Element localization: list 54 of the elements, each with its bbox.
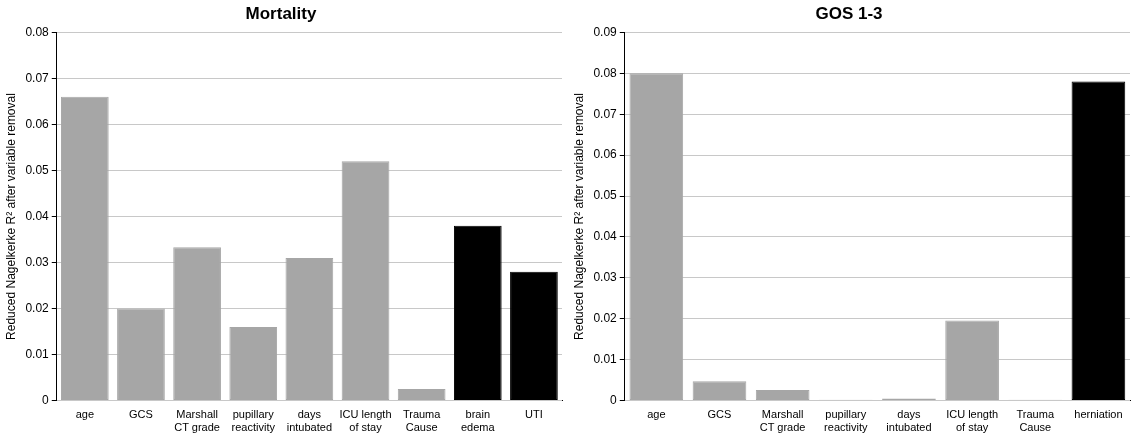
x-tick-label: brain edema: [460, 408, 496, 434]
chart-title: Mortality: [245, 3, 317, 23]
chart-title: GOS 1-3: [815, 3, 883, 23]
bar: [755, 389, 810, 401]
x-tick-label: GCS: [707, 408, 732, 421]
y-tick-label: 0.07: [25, 70, 50, 85]
y-tick-label: 0.02: [25, 300, 50, 315]
bar: [229, 326, 278, 401]
x-tick-label: pupillary reactivity: [231, 408, 276, 434]
y-tick-label: 0: [42, 392, 50, 407]
y-tick-label: 0.03: [25, 254, 50, 269]
bar: [341, 161, 390, 401]
bar: [397, 389, 446, 401]
bar: [945, 320, 999, 401]
bar: [510, 271, 558, 401]
x-tick-label: Trauma Cause: [1016, 408, 1055, 434]
bar: [285, 257, 334, 401]
x-tick-label: pupillary reactivity: [824, 408, 868, 434]
x-tick-label: ICU length of stay: [946, 408, 999, 434]
y-tick-label: 0.01: [25, 346, 50, 361]
y-tick-label: 0.05: [593, 188, 618, 203]
y-tick-label: 0.08: [25, 24, 50, 39]
bar: [117, 308, 165, 401]
x-tick-label: Trauma Cause: [402, 408, 442, 434]
bar: [692, 381, 747, 401]
y-tick-label: 0: [610, 392, 618, 407]
y-tick-label: 0.04: [593, 229, 618, 244]
y-tick-label: 0.08: [593, 65, 618, 80]
x-tick-label: Marshall CT grade: [174, 408, 220, 434]
x-tick-label: herniation: [1074, 408, 1123, 421]
x-tick-label: UTI: [525, 408, 543, 421]
y-tick-label: 0.03: [593, 270, 618, 285]
y-tick-label: 0.04: [25, 208, 50, 223]
bar: [629, 73, 684, 401]
y-axis-title: Reduced Nagelkerke R² after variable removal: [571, 93, 586, 340]
x-tick-label: age: [75, 408, 94, 421]
bar: [173, 247, 221, 401]
y-tick-label: 0.07: [593, 106, 618, 121]
x-tick-label: GCS: [129, 408, 153, 421]
bar: [60, 96, 109, 401]
x-tick-label: days intubated: [286, 408, 333, 434]
x-tick-label: age: [647, 408, 666, 421]
y-tick-label: 0.02: [593, 311, 618, 326]
x-tick-label: ICU length of stay: [339, 408, 392, 434]
x-tick-label: Marshall CT grade: [759, 408, 806, 434]
x-tick-label: days intubated: [886, 408, 932, 434]
y-tick-label: 0.06: [25, 116, 50, 131]
y-tick-label: 0.06: [593, 147, 618, 162]
y-tick-label: 0.05: [25, 162, 50, 177]
y-axis-title: Reduced Nagelkerke R² after variable removal: [3, 93, 18, 340]
bar: [453, 225, 502, 401]
bar: [1071, 81, 1126, 401]
y-tick-label: 0.01: [593, 352, 618, 366]
y-tick-label: 0.09: [593, 24, 618, 39]
